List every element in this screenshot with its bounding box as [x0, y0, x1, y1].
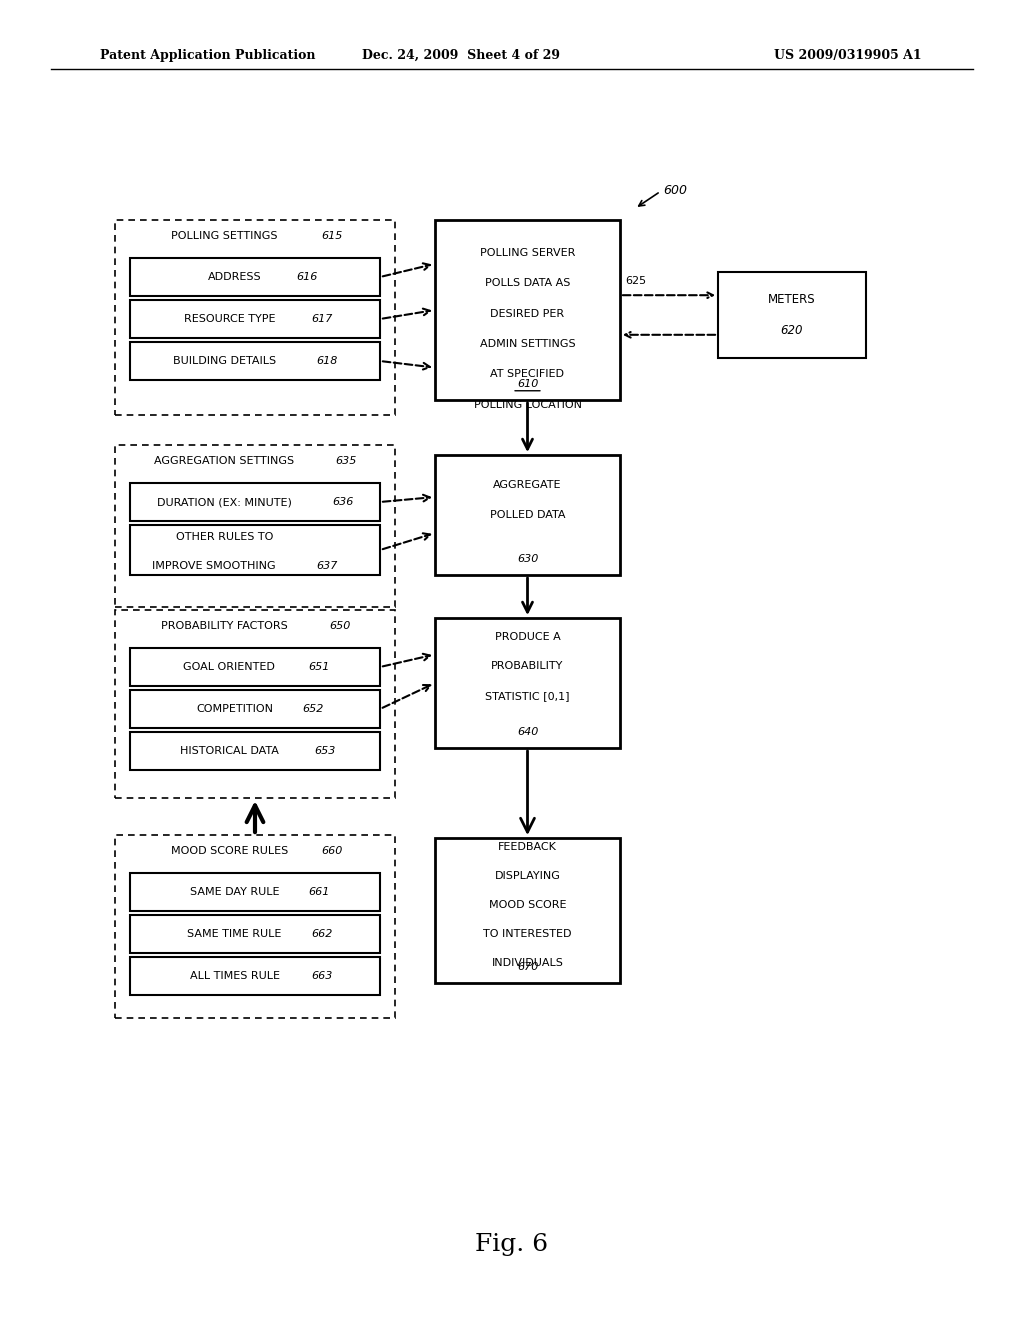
Text: POLLING SERVER: POLLING SERVER — [480, 248, 575, 257]
FancyBboxPatch shape — [435, 838, 620, 983]
Text: INDIVIDUALS: INDIVIDUALS — [492, 958, 563, 969]
Text: METERS: METERS — [768, 293, 816, 306]
FancyBboxPatch shape — [130, 648, 380, 686]
Text: TO INTERESTED: TO INTERESTED — [483, 929, 571, 940]
Text: AT SPECIFIED: AT SPECIFIED — [490, 370, 564, 379]
FancyBboxPatch shape — [435, 455, 620, 576]
Text: DURATION (EX: MINUTE): DURATION (EX: MINUTE) — [157, 498, 292, 507]
FancyBboxPatch shape — [115, 836, 395, 1018]
Text: 616: 616 — [296, 272, 317, 282]
FancyBboxPatch shape — [115, 610, 395, 799]
FancyBboxPatch shape — [718, 272, 866, 358]
FancyBboxPatch shape — [130, 733, 380, 770]
Text: 670: 670 — [517, 962, 539, 972]
FancyBboxPatch shape — [130, 915, 380, 953]
Text: 662: 662 — [311, 929, 333, 939]
Text: PRODUCE A: PRODUCE A — [495, 632, 560, 642]
FancyBboxPatch shape — [130, 300, 380, 338]
Text: PROBABILITY FACTORS: PROBABILITY FACTORS — [161, 620, 288, 631]
Text: 620: 620 — [780, 325, 803, 338]
Text: 652: 652 — [302, 704, 324, 714]
Text: 610: 610 — [517, 379, 539, 389]
Text: 637: 637 — [316, 561, 338, 570]
Text: 600: 600 — [664, 183, 687, 197]
FancyBboxPatch shape — [130, 690, 380, 729]
Text: 663: 663 — [311, 972, 333, 981]
Text: Fig. 6: Fig. 6 — [475, 1233, 549, 1257]
Text: 630: 630 — [517, 554, 539, 564]
Text: MOOD SCORE: MOOD SCORE — [488, 900, 566, 911]
Text: BUILDING DETAILS: BUILDING DETAILS — [173, 356, 275, 366]
Text: ADMIN SETTINGS: ADMIN SETTINGS — [479, 339, 575, 348]
FancyBboxPatch shape — [435, 220, 620, 400]
Text: DESIRED PER: DESIRED PER — [490, 309, 564, 318]
Text: US 2009/0319905 A1: US 2009/0319905 A1 — [774, 49, 922, 62]
Text: MOOD SCORE RULES: MOOD SCORE RULES — [171, 846, 288, 855]
FancyBboxPatch shape — [130, 257, 380, 296]
Text: AGGREGATION SETTINGS: AGGREGATION SETTINGS — [155, 455, 294, 466]
Text: AGGREGATE: AGGREGATE — [494, 479, 562, 490]
Text: 651: 651 — [308, 663, 330, 672]
Text: 615: 615 — [322, 231, 343, 240]
Text: STATISTIC [0,1]: STATISTIC [0,1] — [485, 692, 569, 701]
FancyBboxPatch shape — [130, 342, 380, 380]
Text: 661: 661 — [308, 887, 330, 898]
Text: ALL TIMES RULE: ALL TIMES RULE — [189, 972, 280, 981]
Text: 650: 650 — [330, 620, 351, 631]
FancyBboxPatch shape — [130, 873, 380, 911]
Text: Dec. 24, 2009  Sheet 4 of 29: Dec. 24, 2009 Sheet 4 of 29 — [361, 49, 560, 62]
FancyBboxPatch shape — [130, 957, 380, 995]
Text: POLLED DATA: POLLED DATA — [489, 510, 565, 520]
FancyBboxPatch shape — [130, 525, 380, 576]
Text: ADDRESS: ADDRESS — [208, 272, 261, 282]
Text: GOAL ORIENTED: GOAL ORIENTED — [183, 663, 275, 672]
Text: DISPLAYING: DISPLAYING — [495, 871, 560, 882]
Text: 625: 625 — [625, 276, 646, 286]
Text: SAME TIME RULE: SAME TIME RULE — [187, 929, 282, 939]
Text: 660: 660 — [322, 846, 343, 855]
Text: PROBABILITY: PROBABILITY — [492, 661, 563, 671]
Text: COMPETITION: COMPETITION — [196, 704, 273, 714]
Text: POLLS DATA AS: POLLS DATA AS — [484, 279, 570, 288]
Text: HISTORICAL DATA: HISTORICAL DATA — [180, 746, 279, 756]
Text: 618: 618 — [316, 356, 338, 366]
Text: 617: 617 — [311, 314, 333, 323]
Text: 635: 635 — [335, 455, 356, 466]
Text: SAME DAY RULE: SAME DAY RULE — [189, 887, 280, 898]
Text: 636: 636 — [332, 498, 353, 507]
Text: RESOURCE TYPE: RESOURCE TYPE — [183, 314, 275, 323]
Text: IMPROVE SMOOTHING: IMPROVE SMOOTHING — [153, 561, 275, 570]
Text: Patent Application Publication: Patent Application Publication — [100, 49, 315, 62]
Text: FEEDBACK: FEEDBACK — [498, 842, 557, 853]
Text: POLLING SETTINGS: POLLING SETTINGS — [171, 231, 278, 240]
Text: 653: 653 — [314, 746, 336, 756]
Text: POLLING LOCATION: POLLING LOCATION — [473, 400, 582, 409]
FancyBboxPatch shape — [435, 618, 620, 748]
Text: OTHER RULES TO: OTHER RULES TO — [175, 532, 273, 541]
FancyBboxPatch shape — [115, 445, 395, 607]
Text: 640: 640 — [517, 727, 539, 737]
FancyBboxPatch shape — [130, 483, 380, 521]
FancyBboxPatch shape — [115, 220, 395, 414]
